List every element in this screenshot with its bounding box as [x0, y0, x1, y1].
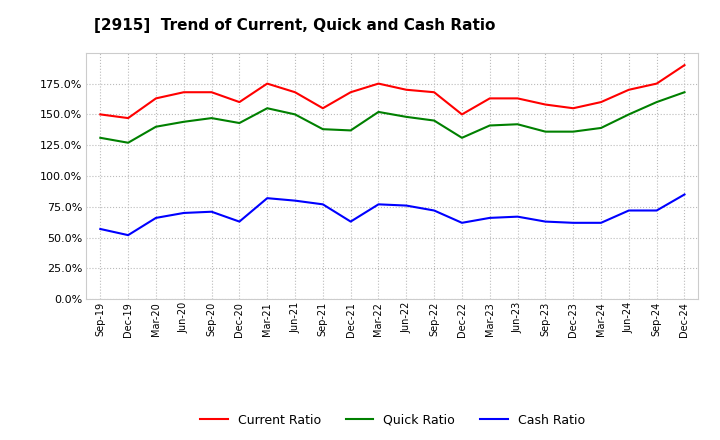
Cash Ratio [569, 220, 577, 225]
Cash Ratio [458, 220, 467, 225]
Line: Current Ratio: Current Ratio [100, 65, 685, 118]
Cash Ratio [624, 208, 633, 213]
Current Ratio [346, 90, 355, 95]
Cash Ratio [263, 195, 271, 201]
Quick Ratio [597, 125, 606, 131]
Quick Ratio [402, 114, 410, 120]
Quick Ratio [235, 121, 243, 126]
Current Ratio [318, 106, 327, 111]
Quick Ratio [485, 123, 494, 128]
Text: [2915]  Trend of Current, Quick and Cash Ratio: [2915] Trend of Current, Quick and Cash … [94, 18, 495, 33]
Current Ratio [541, 102, 550, 107]
Quick Ratio [569, 129, 577, 134]
Current Ratio [597, 99, 606, 105]
Line: Cash Ratio: Cash Ratio [100, 194, 685, 235]
Current Ratio [458, 112, 467, 117]
Cash Ratio [318, 202, 327, 207]
Quick Ratio [96, 135, 104, 140]
Current Ratio [430, 90, 438, 95]
Current Ratio [513, 96, 522, 101]
Quick Ratio [513, 121, 522, 127]
Current Ratio [569, 106, 577, 111]
Cash Ratio [513, 214, 522, 219]
Cash Ratio [485, 215, 494, 220]
Quick Ratio [318, 127, 327, 132]
Current Ratio [485, 96, 494, 101]
Quick Ratio [124, 140, 132, 145]
Quick Ratio [374, 109, 383, 114]
Cash Ratio [680, 192, 689, 197]
Cash Ratio [597, 220, 606, 225]
Current Ratio [652, 81, 661, 86]
Cash Ratio [402, 203, 410, 208]
Line: Quick Ratio: Quick Ratio [100, 92, 685, 143]
Cash Ratio [291, 198, 300, 203]
Cash Ratio [152, 215, 161, 220]
Current Ratio [374, 81, 383, 86]
Quick Ratio [624, 112, 633, 117]
Current Ratio [291, 90, 300, 95]
Quick Ratio [680, 90, 689, 95]
Current Ratio [179, 90, 188, 95]
Current Ratio [680, 62, 689, 68]
Quick Ratio [346, 128, 355, 133]
Current Ratio [207, 90, 216, 95]
Cash Ratio [124, 232, 132, 238]
Cash Ratio [207, 209, 216, 214]
Cash Ratio [179, 210, 188, 216]
Current Ratio [96, 112, 104, 117]
Quick Ratio [291, 112, 300, 117]
Quick Ratio [152, 124, 161, 129]
Legend: Current Ratio, Quick Ratio, Cash Ratio: Current Ratio, Quick Ratio, Cash Ratio [195, 409, 590, 432]
Cash Ratio [374, 202, 383, 207]
Current Ratio [402, 87, 410, 92]
Quick Ratio [263, 106, 271, 111]
Quick Ratio [652, 99, 661, 105]
Current Ratio [263, 81, 271, 86]
Cash Ratio [235, 219, 243, 224]
Current Ratio [124, 115, 132, 121]
Cash Ratio [652, 208, 661, 213]
Cash Ratio [541, 219, 550, 224]
Current Ratio [152, 96, 161, 101]
Quick Ratio [458, 135, 467, 140]
Current Ratio [624, 87, 633, 92]
Cash Ratio [96, 226, 104, 231]
Quick Ratio [207, 115, 216, 121]
Quick Ratio [430, 118, 438, 123]
Quick Ratio [179, 119, 188, 125]
Cash Ratio [430, 208, 438, 213]
Current Ratio [235, 99, 243, 105]
Quick Ratio [541, 129, 550, 134]
Cash Ratio [346, 219, 355, 224]
